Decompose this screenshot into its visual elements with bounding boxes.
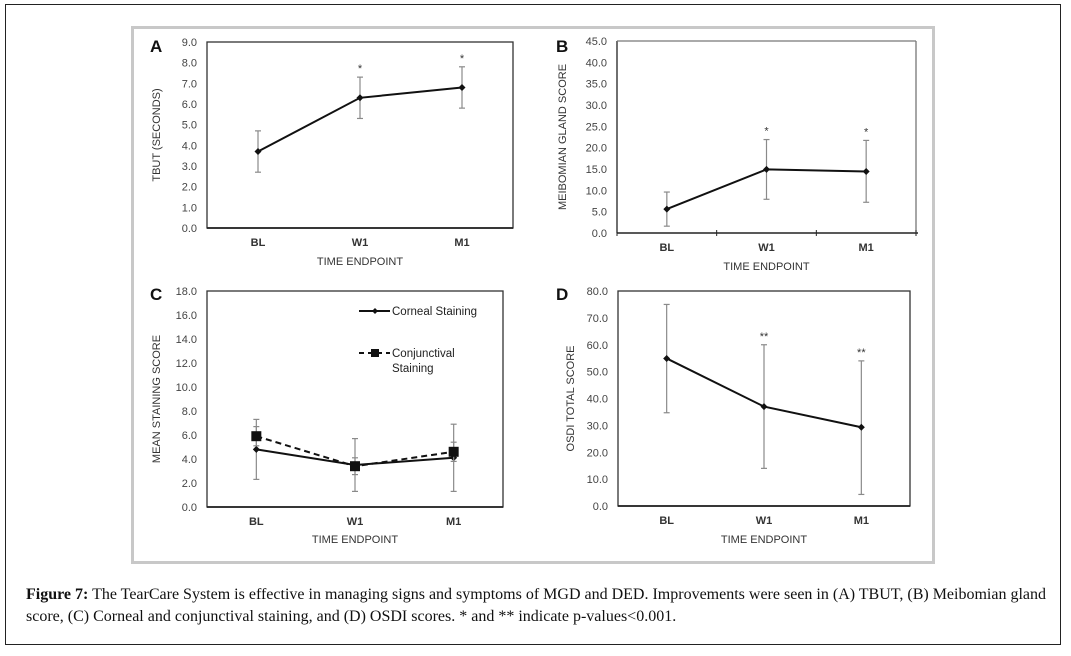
data-point-diamond [763,165,770,173]
x-tick-label: W1 [758,242,775,254]
panel-c-chart: C 0.0 2.0 4.0 6.0 8.0 10.0 12.0 14.0 16.0 18.0 BL W1… [150,285,504,546]
y-tick-label: 60.0 [587,340,608,352]
x-tick-label: BL [659,242,674,254]
y-axis-title: TBUT (SECONDS) [151,88,163,181]
x-axis-title: TIME ENDPOINT [312,534,398,546]
x-tick-label: M1 [454,237,469,249]
y-tick-label: 12.0 [176,358,197,370]
y-tick-label: 40.0 [586,57,607,69]
y-tick-label: 14.0 [176,334,197,346]
data-point-square [448,446,459,457]
panel-a-chart: A 0.0 1.0 2.0 3.0 4.0 5.0 6.0 7.0 8.0 9.0 BL W1 M1 TIM… [150,37,514,268]
x-tick-label: BL [659,515,674,527]
caption-text: The TearCare System is effective in mana… [26,586,1047,625]
data-point-diamond [356,94,364,102]
y-tick-label: 3.0 [182,161,197,173]
y-tick-label: 10.0 [586,185,607,197]
data-point-diamond [862,168,870,176]
y-tick-label: 5.0 [592,207,607,219]
legend-marker-diamond [372,308,378,314]
data-point-diamond [663,205,671,213]
x-tick-label: W1 [347,516,364,528]
x-tick-label: M1 [859,242,874,254]
legend-marker-square [371,349,379,357]
x-tick-label: BL [249,516,264,528]
significance-marker: ** [760,331,769,343]
y-tick-label: 2.0 [182,478,197,490]
significance-marker: * [764,126,769,138]
x-tick-label: BL [251,237,266,249]
y-tick-label: 7.0 [182,78,197,90]
panel-b-chart: B 0.0 5.0 10.0 15.0 20.0 25.0 30.0 35.0 40.0 45.0 B… [556,36,918,273]
data-point-square [350,461,360,472]
y-axis-title: MEAN STAINING SCORE [151,335,163,463]
significance-marker: * [864,126,869,138]
x-tick-label: W1 [756,515,773,527]
panel-d-chart: D 0.0 10.0 20.0 30.0 40.0 50.0 60.0 70.0 80.0 BL W1… [556,285,911,546]
x-tick-label: M1 [446,516,461,528]
panel-letter: A [150,37,162,56]
data-point-diamond [254,148,262,156]
data-point-diamond [458,83,466,91]
y-tick-label: 2.0 [182,182,197,194]
panel-letter: B [556,37,568,56]
y-axis-title: OSDI TOTAL SCORE [565,346,577,452]
y-tick-label: 45.0 [586,36,607,48]
y-tick-label: 25.0 [586,121,607,133]
y-tick-label: 5.0 [182,120,197,132]
y-tick-label: 16.0 [176,310,197,322]
data-point-diamond [663,354,671,362]
y-tick-label: 18.0 [176,286,197,298]
panel-letter: C [150,285,162,304]
y-tick-label: 8.0 [182,58,197,70]
significance-marker: * [460,53,465,65]
y-axis-title: MEIBOMIAN GLAND SCORE [557,64,569,210]
y-tick-label: 4.0 [182,140,197,152]
y-tick-label: 35.0 [586,79,607,91]
y-tick-label: 0.0 [182,223,197,235]
y-tick-label: 40.0 [587,394,608,406]
y-tick-label: 8.0 [182,406,197,418]
legend-label: Staining [392,363,434,375]
y-tick-label: 30.0 [587,420,608,432]
caption-label: Figure 7: [26,586,89,603]
y-tick-label: 80.0 [587,286,608,298]
data-point-diamond [760,403,768,411]
panel-letter: D [556,285,568,304]
y-tick-label: 10.0 [587,474,608,486]
y-tick-label: 50.0 [587,367,608,379]
y-tick-label: 30.0 [586,100,607,112]
y-tick-label: 0.0 [182,502,197,514]
y-tick-label: 1.0 [182,202,197,214]
y-tick-label: 20.0 [586,143,607,155]
y-tick-label: 15.0 [586,164,607,176]
x-axis-title: TIME ENDPOINT [317,256,403,268]
y-tick-label: 70.0 [587,313,608,325]
y-tick-label: 20.0 [587,447,608,459]
significance-marker: ** [857,347,866,359]
y-tick-label: 0.0 [592,228,607,240]
data-point-square [251,431,262,442]
y-tick-label: 0.0 [593,501,608,513]
data-point-diamond [252,445,260,453]
legend-label: Conjunctival [392,348,455,360]
x-axis-title: TIME ENDPOINT [721,534,807,546]
y-tick-label: 6.0 [182,99,197,111]
y-tick-label: 10.0 [176,382,197,394]
data-point-diamond [857,423,865,431]
figure-caption: Figure 7: The TearCare System is effecti… [26,584,1051,628]
significance-marker: * [358,63,363,75]
x-tick-label: W1 [352,237,369,249]
y-tick-label: 9.0 [182,37,197,49]
figure-image-frame [131,26,935,564]
x-tick-label: M1 [854,515,869,527]
y-tick-label: 4.0 [182,454,197,466]
legend-label: Corneal Staining [392,306,477,318]
y-tick-label: 6.0 [182,430,197,442]
x-axis-title: TIME ENDPOINT [723,261,809,273]
